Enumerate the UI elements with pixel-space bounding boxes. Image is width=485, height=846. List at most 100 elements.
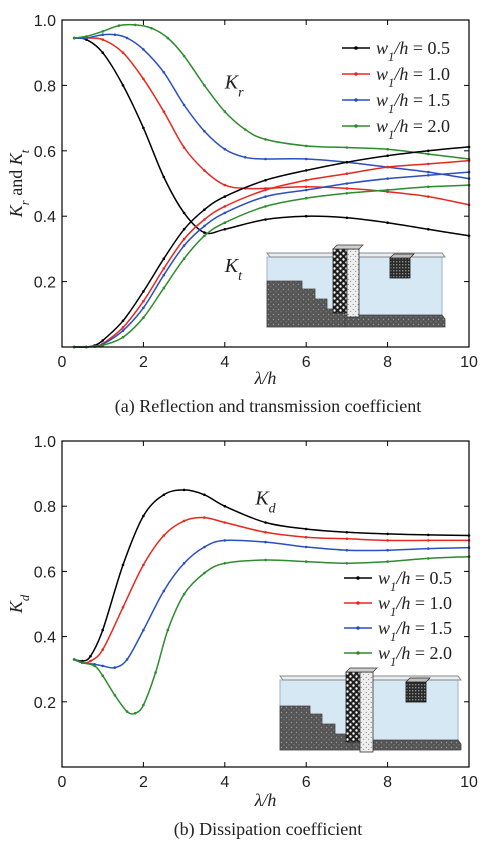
legend-marker [354,72,358,76]
series-point [223,195,227,198]
series-point [203,516,206,519]
x-tick-label: 8 [383,774,392,791]
inset-floor [344,314,446,328]
series-point [264,531,267,534]
series-point [142,316,145,319]
series-line [74,146,470,348]
y-tick-label: 0.8 [34,499,56,516]
series-point [386,221,389,224]
series-point [203,129,206,133]
series-point [304,188,308,192]
series-point [166,628,170,632]
panel-a: 0 2 4 6 8 10 0.2 0.4 0.6 0.8 1.0 λ/h Kr and Kt w1/h =… [6,13,478,417]
series-point [304,157,308,161]
series-point [203,493,206,497]
inset-porous-block-light [359,671,374,753]
x-tick-label: 10 [460,354,478,371]
series-point [166,36,170,40]
series-point [223,504,227,508]
series-point [162,267,166,270]
inset-floating-box-top [405,677,431,683]
legend-marker [356,576,360,580]
series-point [427,149,430,153]
series-point [182,244,186,247]
legend-label: w1/h = 2.0 [378,643,452,669]
series-point [264,205,267,208]
series-point [182,211,186,215]
series-point [81,661,84,664]
legend-item: w1/h = 0.5 [342,38,450,64]
series-point [304,178,308,182]
series-point [182,519,186,523]
series-point [427,533,430,537]
legend-marker [354,46,358,50]
series-point [427,195,430,198]
x-tick-label: 4 [220,774,229,791]
series-point [264,218,267,221]
x-tick-label: 4 [220,354,229,371]
legend-label: w1/h = 2.0 [376,116,450,142]
legend-label: w1/h = 0.5 [378,568,452,594]
y-tick-label: 0.8 [34,78,56,95]
series-point [203,231,206,234]
series-point [113,666,117,669]
series-point [101,648,104,651]
series-point [142,306,145,310]
series-point [264,540,267,544]
series-line [74,489,470,662]
series-point [101,674,104,677]
series-point [162,273,166,277]
series-point [304,560,308,563]
panel-b-inset [279,667,462,753]
series-point [223,521,227,524]
series-point [223,110,227,113]
series-line [74,37,470,206]
series-point [345,537,349,541]
legend-marker [356,626,360,630]
series-point [182,228,186,231]
series-point [113,694,117,697]
series-point [223,205,227,208]
legend-marker [356,601,360,605]
series-point [150,26,153,30]
series-point [345,531,349,534]
y-tick-label: 0.4 [34,630,56,647]
series-point [125,710,129,713]
x-axis-label: λ/h [254,368,277,388]
series-point [223,228,227,231]
legend-label: w1/h = 0.5 [376,38,450,64]
x-tick-label: 0 [58,774,67,791]
inset-porous-block-light [346,248,360,318]
legend-label: w1/h = 1.0 [376,64,450,90]
series-point [345,172,349,175]
plot-frame [61,19,470,348]
series-0 [72,488,471,663]
series-point [101,628,104,632]
series-point [304,196,308,200]
x-tick-label: 0 [58,354,67,371]
series-point [101,344,104,347]
series-point [182,488,186,492]
curve-annotation: Kd [254,488,276,517]
series-point [162,493,166,497]
series-point [345,160,349,164]
series-point [345,182,349,185]
series-point [162,589,166,593]
series-point [345,562,349,565]
inset-block-top [332,244,364,250]
series-point [182,562,186,565]
series-point [89,659,92,663]
legend: w1/h = 0.5w1/h = 1.0w1/h = 1.5w1/h = 2.0 [342,38,450,142]
series-point [345,216,349,220]
panel-a-caption: (a) Reflection and transmission coeffici… [115,396,422,417]
y-tick-label: 0.2 [34,275,56,292]
series-point [101,339,104,342]
series-point [203,218,206,221]
series-point [182,146,186,149]
series-point [182,237,186,241]
x-tick-label: 10 [460,774,478,791]
series-point [427,557,430,560]
legend-marker [356,651,360,655]
